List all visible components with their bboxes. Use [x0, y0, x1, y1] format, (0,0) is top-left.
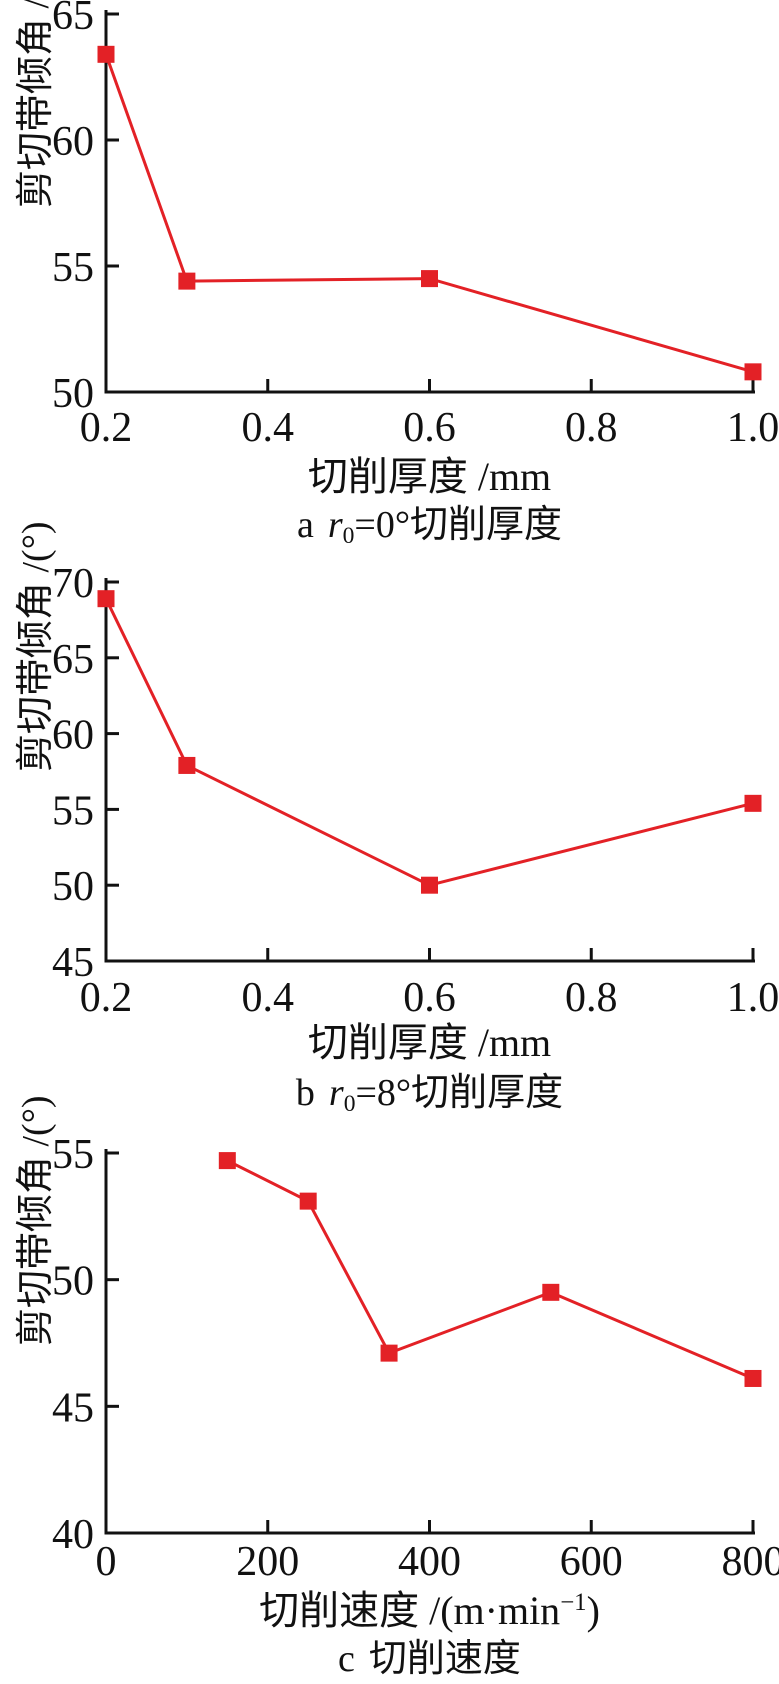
y-tick-label: 50: [52, 1259, 94, 1305]
data-point-marker: [97, 590, 115, 608]
chart-a-x-axis-label: 切削厚度 /mm: [106, 452, 753, 508]
chart-c-x-axis-label: 切削速度 /(m·min−1): [106, 1586, 753, 1642]
x-tick-label: 1.0: [727, 975, 779, 1021]
data-point-marker: [97, 45, 115, 63]
caption-subscript: 0: [342, 522, 355, 549]
caption-text: =8°切削厚度: [355, 1072, 564, 1114]
caption-variable: r: [327, 504, 343, 546]
x-tick-label: 1.0: [727, 405, 779, 451]
y-tick-label: 40: [52, 1512, 94, 1558]
caption-text: =0°切削厚度: [354, 504, 563, 546]
caption-index-letter: b: [295, 1072, 315, 1114]
y-tick-label: 55: [52, 788, 94, 834]
chart-b-plot: 45 50 55 60 65 70 0.2 0.4 0.6 0.8 1.0: [52, 561, 779, 1021]
y-tick-label: 55: [52, 245, 94, 291]
y-tick-label: 50: [52, 371, 94, 417]
data-point-marker: [744, 1369, 762, 1387]
y-tick-label: 60: [52, 713, 94, 759]
x-axis-label-text: 切削速度 /(m·min: [259, 1588, 561, 1633]
chart-a-caption: a r0=0°切削厚度: [106, 502, 753, 553]
x-axis-label-exponent: −1: [560, 1589, 587, 1617]
caption-variable: r: [328, 1072, 344, 1114]
x-tick-label: 600: [560, 1539, 623, 1585]
data-series-line: [104, 598, 754, 887]
axis-lines: [104, 578, 755, 963]
y-tick-label: 50: [52, 864, 94, 910]
x-tick-label: 0.4: [242, 405, 295, 451]
data-point-marker: [178, 272, 196, 290]
y-tick-label: 60: [52, 119, 94, 165]
x-tick-label: 800: [722, 1539, 779, 1585]
axis-lines: [104, 1149, 755, 1535]
caption-index-letter: c: [338, 1638, 355, 1680]
caption-text: 切削速度: [368, 1638, 521, 1680]
axis-lines: [104, 10, 755, 394]
y-tick-label: 65: [52, 637, 94, 683]
data-series-line: [104, 53, 754, 374]
data-point-marker: [299, 1192, 317, 1210]
chart-b-x-axis-label: 切削厚度 /mm: [106, 1018, 753, 1074]
x-tick-label: 0.4: [242, 975, 295, 1021]
chart-c-plot: 40 45 50 55 0 200 400 600 800: [52, 1132, 779, 1585]
data-point-marker: [421, 270, 438, 288]
x-axis-label-suffix: ): [586, 1588, 600, 1633]
y-tick-label: 45: [52, 1385, 94, 1431]
x-tick-label: 400: [398, 1539, 461, 1585]
x-axis-label-text: 切削厚度 /mm: [307, 1020, 552, 1065]
data-point-marker: [744, 794, 762, 812]
y-tick-label: 70: [52, 561, 94, 607]
x-tick-label: 0.2: [80, 405, 133, 451]
data-point-marker: [380, 1344, 398, 1362]
data-point-marker: [744, 363, 762, 381]
caption-index-letter: a: [296, 504, 314, 546]
x-tick-label: 0: [96, 1539, 117, 1585]
chart-c-caption: c 切削速度: [106, 1636, 753, 1684]
x-tick-label: 0.8: [565, 405, 618, 451]
y-tick-label: 45: [52, 940, 94, 986]
x-tick-label: 0.8: [565, 975, 618, 1021]
x-tick-label: 200: [236, 1539, 299, 1585]
y-tick-label: 65: [52, 0, 94, 39]
y-tick-label: 55: [52, 1132, 94, 1178]
x-axis-label-text: 切削厚度 /mm: [307, 454, 552, 499]
data-point-marker: [542, 1283, 560, 1301]
chart-a-plot: 50 55 60 65 0.2 0.4 0.6 0.8 1.0: [52, 0, 779, 451]
x-tick-label: 0.6: [403, 405, 456, 451]
x-tick-label: 0.2: [80, 975, 133, 1021]
data-point-marker: [218, 1152, 236, 1170]
data-point-marker: [178, 756, 196, 774]
data-point-marker: [421, 876, 438, 894]
caption-subscript: 0: [343, 1090, 356, 1117]
chart-b-caption: b r0=8°切削厚度: [106, 1070, 753, 1121]
x-tick-label: 0.6: [403, 975, 456, 1021]
